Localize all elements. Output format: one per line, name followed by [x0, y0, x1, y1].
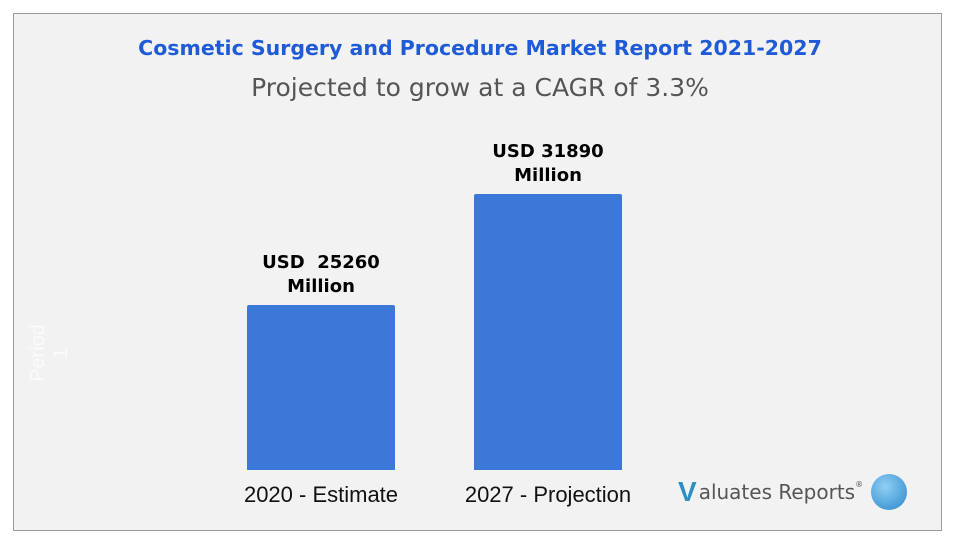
data-label-0: USD 25260 Million	[262, 251, 380, 297]
category-label-0: 2020 - Estimate	[243, 482, 399, 507]
chart-subtitle: Projected to grow at a CAGR of 3.3%	[251, 73, 709, 102]
valuates-reports-logo: V aluates Reports®	[678, 474, 908, 510]
bar-1	[474, 194, 622, 470]
watermark-text: Period 1	[27, 324, 72, 382]
chart-title: Cosmetic Surgery and Procedure Market Re…	[138, 36, 822, 60]
globe-chart-icon	[871, 474, 908, 510]
data-label-1: USD 31890 Million	[492, 141, 604, 186]
logo-text: aluates Reports®	[698, 480, 864, 504]
logo-mark: V	[678, 476, 697, 507]
category-label-1: 2027 - Projection	[464, 482, 632, 507]
bar-0	[247, 304, 395, 470]
